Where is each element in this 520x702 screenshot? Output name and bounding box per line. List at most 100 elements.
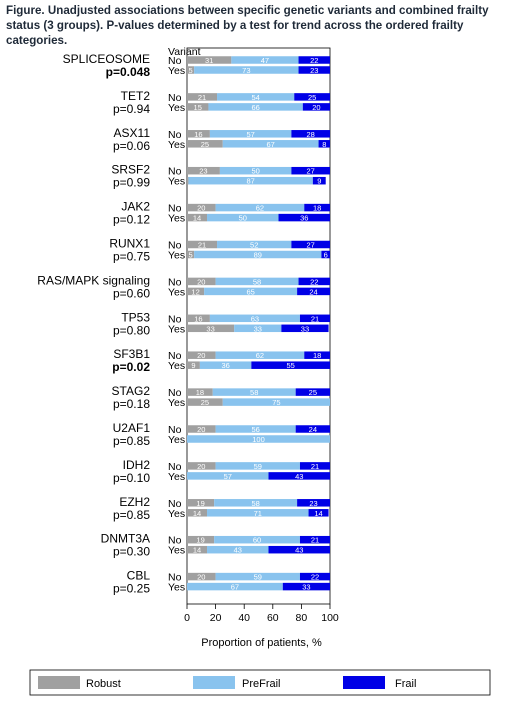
- bar-segment-prefrail: [215, 425, 296, 433]
- p-value-label: p=0.60: [113, 286, 150, 300]
- data-label: 50: [251, 167, 259, 176]
- bar-segment-frail: [268, 545, 330, 554]
- data-label: 9: [191, 361, 195, 370]
- variant-row-label: Yes: [168, 545, 185, 557]
- data-label: 14: [193, 546, 201, 555]
- variant-row-label: No: [168, 276, 182, 288]
- bar-segment-prefrail: [194, 250, 322, 259]
- bar-segment-prefrail: [209, 130, 292, 138]
- bar-segment-frail: [295, 388, 330, 396]
- variant-row-label: No: [168, 313, 182, 325]
- gene-label: RUNX1: [109, 237, 150, 251]
- data-label: 31: [205, 56, 213, 65]
- p-value-label: p=0.12: [113, 213, 150, 227]
- data-label: 21: [198, 93, 206, 102]
- bar-segment-frail: [278, 213, 330, 222]
- data-label: 20: [312, 103, 320, 112]
- data-label: 20: [197, 277, 205, 286]
- data-label: 23: [310, 66, 318, 75]
- legend-label: Robust: [86, 678, 121, 690]
- bar-segment-frail: [295, 425, 330, 433]
- bar-segment-prefrail: [187, 472, 269, 480]
- variant-row-label: Yes: [168, 286, 185, 298]
- data-label: 18: [196, 388, 204, 397]
- legend-swatch: [343, 676, 385, 689]
- bar-segment-frail: [304, 203, 330, 212]
- data-label: 22: [310, 277, 318, 286]
- bar-segment-prefrail: [187, 582, 283, 591]
- legend-swatch: [38, 676, 80, 689]
- data-label: 16: [194, 130, 202, 139]
- data-label: 58: [253, 277, 261, 286]
- bar-segment-robust: [187, 388, 213, 396]
- data-label: 56: [251, 425, 259, 434]
- data-label: 33: [301, 324, 309, 333]
- variant-row-label: Yes: [168, 250, 185, 262]
- bar-segment-robust: [187, 93, 218, 101]
- bar-segment-robust: [187, 509, 208, 517]
- x-tick-label: 40: [238, 612, 250, 624]
- variant-row-label: No: [168, 55, 182, 67]
- bar-segment-robust: [187, 324, 235, 333]
- variant-row-label: Yes: [168, 471, 185, 483]
- data-label: 43: [295, 472, 303, 481]
- p-value-label: p=0.02: [112, 360, 150, 374]
- data-label: 62: [256, 351, 264, 360]
- gene-label: IDH2: [123, 458, 151, 472]
- bar-segment-prefrail: [194, 66, 299, 74]
- data-label: 14: [193, 509, 201, 518]
- gene-label: U2AF1: [113, 421, 151, 435]
- data-label: 5: [188, 251, 192, 260]
- gene-label: RAS/MAPK signaling: [37, 273, 150, 287]
- gene-label: SPLICEOSOME: [63, 52, 150, 66]
- variant-row-label: Yes: [168, 139, 185, 151]
- data-label: 58: [250, 388, 258, 397]
- bar-segment-frail: [294, 93, 330, 101]
- bar-segment-robust: [187, 240, 218, 249]
- bar-segment-robust: [187, 176, 189, 185]
- variant-row-label: No: [168, 424, 182, 436]
- data-label: 59: [254, 462, 262, 471]
- variant-row-label: Yes: [168, 397, 185, 409]
- bar-segment-prefrail: [222, 140, 319, 148]
- bar-segment-robust: [187, 66, 195, 74]
- data-label: 21: [311, 314, 319, 323]
- bar-segment-frail: [299, 535, 330, 544]
- p-value-label: p=0.75: [113, 250, 150, 264]
- bar-segment-prefrail: [234, 324, 282, 333]
- variant-row-label: No: [168, 203, 182, 215]
- bar-segment-frail: [312, 176, 326, 185]
- bar-segment-frail: [299, 314, 330, 323]
- x-tick-label: 20: [210, 612, 222, 624]
- bar-segment-frail: [297, 499, 330, 507]
- variant-row-label: No: [168, 166, 182, 178]
- bar-segment-frail: [318, 140, 330, 148]
- bar-segment-robust: [187, 287, 205, 296]
- data-label: 52: [250, 241, 258, 250]
- data-label: 33: [206, 324, 214, 333]
- x-tick-label: 0: [184, 612, 190, 624]
- gene-label: JAK2: [121, 200, 150, 214]
- data-label: 59: [254, 573, 262, 582]
- bar-segment-prefrail: [215, 203, 305, 212]
- data-label: 57: [224, 472, 232, 481]
- data-label: 9: [317, 177, 321, 186]
- data-label: 22: [311, 573, 319, 582]
- data-label: 50: [239, 214, 247, 223]
- bar-segment-prefrail: [231, 56, 299, 64]
- bar-segment-frail: [268, 472, 330, 480]
- bar-segment-prefrail: [214, 535, 300, 544]
- data-label: 63: [251, 314, 259, 323]
- bar-segment-frail: [281, 324, 329, 333]
- data-label: 12: [191, 287, 199, 296]
- bar-segment-frail: [282, 582, 330, 591]
- data-label: 22: [310, 56, 318, 65]
- data-label: 14: [193, 214, 201, 223]
- data-label: 20: [197, 425, 205, 434]
- p-value-label: p=0.85: [113, 434, 150, 448]
- p-value-label: p=0.99: [113, 176, 150, 190]
- bar-segment-prefrail: [207, 545, 269, 554]
- variant-row-label: No: [168, 387, 182, 399]
- variant-row-label: Yes: [168, 360, 185, 372]
- bar-segment-prefrail: [199, 361, 252, 369]
